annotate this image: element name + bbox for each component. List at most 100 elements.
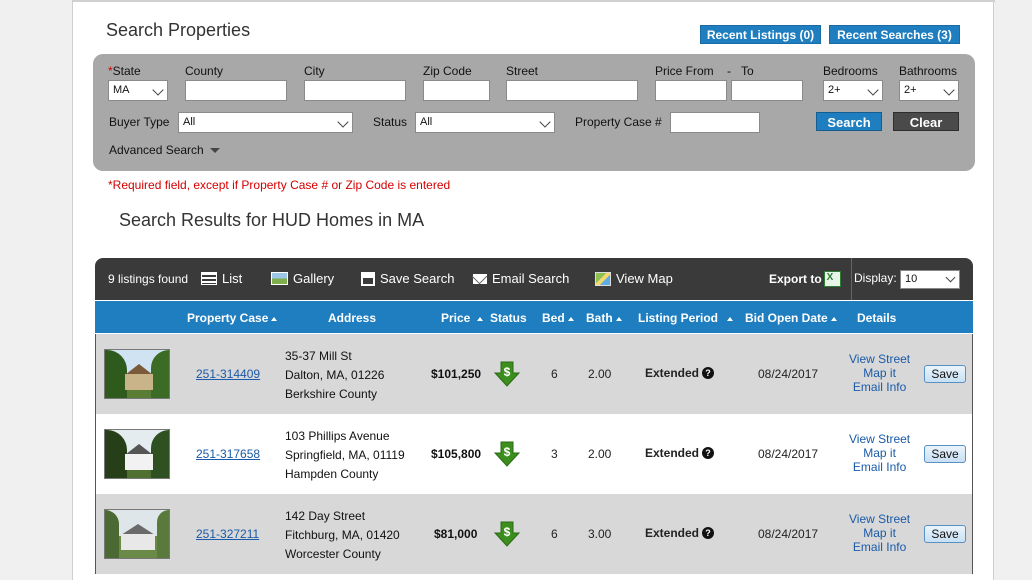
bid-open-date: 08/24/2017: [758, 447, 819, 461]
save-listing-button[interactable]: Save: [924, 525, 966, 543]
sort-arrow-icon: [615, 316, 622, 321]
map-it-link[interactable]: Map it: [863, 446, 896, 460]
search-panel: *State MA County City Zip Code Street Pr…: [93, 54, 975, 171]
city-label: City: [304, 64, 325, 78]
status-select[interactable]: All: [415, 112, 555, 133]
help-icon[interactable]: ?: [702, 447, 715, 459]
col-bid-open-date[interactable]: Bid Open Date: [745, 311, 837, 325]
gallery-view-button[interactable]: Gallery: [271, 271, 334, 286]
property-case-input[interactable]: [670, 112, 760, 133]
state-select[interactable]: MA: [108, 80, 168, 101]
property-address: 142 Day Street Fitchburg, MA, 01420 Worc…: [285, 509, 400, 561]
col-bed[interactable]: Bed: [542, 311, 574, 325]
col-details: Details: [857, 311, 897, 325]
bedrooms-select[interactable]: 2+: [823, 80, 883, 101]
col-listing-period[interactable]: Listing Period: [638, 311, 734, 325]
street-input[interactable]: [506, 80, 638, 101]
property-case-link[interactable]: 251-327211: [196, 527, 260, 541]
list-view-button[interactable]: List: [201, 271, 242, 286]
table-row: 251-314409 35-37 Mill St Dalton, MA, 012…: [95, 334, 973, 414]
advanced-search-toggle[interactable]: Advanced Search: [109, 143, 220, 157]
table-row: 251-317658 103 Phillips Avenue Springfie…: [95, 414, 973, 494]
city-input[interactable]: [304, 80, 406, 101]
property-photo[interactable]: [104, 509, 170, 559]
email-info-link[interactable]: Email Info: [852, 540, 907, 554]
recent-searches-button[interactable]: Recent Searches (3): [829, 25, 960, 44]
chevron-down-icon: [945, 272, 956, 283]
view-street-link[interactable]: View Street: [849, 432, 911, 446]
col-property-case[interactable]: Property Case: [187, 311, 278, 325]
buyer-type-select[interactable]: All: [178, 112, 353, 133]
save-listing-button[interactable]: Save: [924, 445, 966, 463]
help-icon[interactable]: ?: [702, 527, 715, 539]
street-label: Street: [506, 64, 539, 78]
bedrooms-label: Bedrooms: [823, 64, 878, 78]
col-status: Status: [490, 311, 527, 325]
col-bath[interactable]: Bath: [586, 311, 622, 325]
property-case-link[interactable]: 251-317658: [196, 447, 261, 461]
bid-open-date: 08/24/2017: [758, 527, 819, 541]
col-address: Address: [328, 311, 377, 325]
price-to-input[interactable]: [731, 80, 803, 101]
clear-button[interactable]: Clear: [893, 112, 959, 131]
bed-count: 6: [551, 527, 558, 541]
state-label: *State: [108, 64, 141, 78]
save-listing-button[interactable]: Save: [924, 365, 966, 383]
view-street-link[interactable]: View Street: [849, 352, 911, 366]
chevron-down-icon: [337, 116, 349, 128]
property-case-label: Property Case #: [575, 115, 662, 129]
bed-count: 6: [551, 367, 558, 381]
view-map-button[interactable]: View Map: [595, 271, 673, 286]
display-label: Display:: [854, 271, 897, 285]
help-icon[interactable]: ?: [702, 367, 715, 379]
table-row: 251-327211 142 Day Street Fitchburg, MA,…: [95, 494, 973, 574]
map-icon: [595, 271, 611, 286]
list-icon: [201, 272, 217, 285]
page-container: Search Properties Recent Listings (0) Re…: [72, 0, 995, 580]
sort-arrow-icon: [477, 316, 484, 321]
bath-count: 3.00: [588, 527, 612, 541]
sort-arrow-icon: [271, 316, 278, 321]
bath-count: 2.00: [588, 447, 612, 461]
price-reduced-icon: $: [493, 441, 521, 470]
email-info-link[interactable]: Email Info: [852, 380, 907, 394]
chevron-down-icon: [867, 84, 879, 96]
results-toolbar: 9 listings found List Gallery Save Searc…: [95, 258, 973, 300]
price-reduced-icon: $: [493, 521, 521, 550]
sort-arrow-icon: [727, 316, 734, 321]
display-count-select[interactable]: 10: [900, 270, 960, 289]
chevron-down-icon: [152, 84, 164, 96]
col-price[interactable]: Price: [441, 311, 484, 325]
bathrooms-select[interactable]: 2+: [899, 80, 959, 101]
results-table-header: Property Case Address Price Status Bed B…: [95, 301, 973, 333]
listing-period: Extended?: [645, 366, 715, 380]
status-label: Status: [373, 115, 408, 129]
search-button[interactable]: Search: [816, 112, 882, 131]
save-search-button[interactable]: Save Search: [361, 271, 454, 286]
details-links: View Street Map it Email Info: [849, 432, 910, 474]
property-photo[interactable]: [104, 429, 170, 479]
zip-input[interactable]: [423, 80, 490, 101]
envelope-icon: [473, 273, 487, 284]
price-reduced-icon: $: [493, 361, 521, 390]
county-input[interactable]: [185, 80, 287, 101]
map-it-link[interactable]: Map it: [863, 366, 896, 380]
price-from-input[interactable]: [655, 80, 727, 101]
property-price: $105,800: [431, 447, 482, 461]
recent-listings-button[interactable]: Recent Listings (0): [700, 25, 821, 44]
listing-period: Extended?: [645, 446, 715, 460]
email-info-link[interactable]: Email Info: [852, 460, 907, 474]
caret-down-icon: [209, 148, 220, 154]
property-photo[interactable]: [104, 349, 170, 399]
buyer-type-label: Buyer Type: [109, 115, 170, 129]
price-to-label: To: [741, 64, 754, 78]
view-street-link[interactable]: View Street: [849, 512, 911, 526]
property-price: $101,250: [431, 367, 482, 381]
property-case-link[interactable]: 251-314409: [196, 367, 261, 381]
map-it-link[interactable]: Map it: [863, 526, 896, 540]
email-search-button[interactable]: Email Search: [473, 271, 569, 286]
export-button[interactable]: Export to: [769, 271, 846, 287]
top-divider: [73, 0, 995, 2]
property-address: 35-37 Mill St Dalton, MA, 01226 Berkshir…: [285, 349, 385, 401]
excel-icon: [823, 271, 841, 287]
